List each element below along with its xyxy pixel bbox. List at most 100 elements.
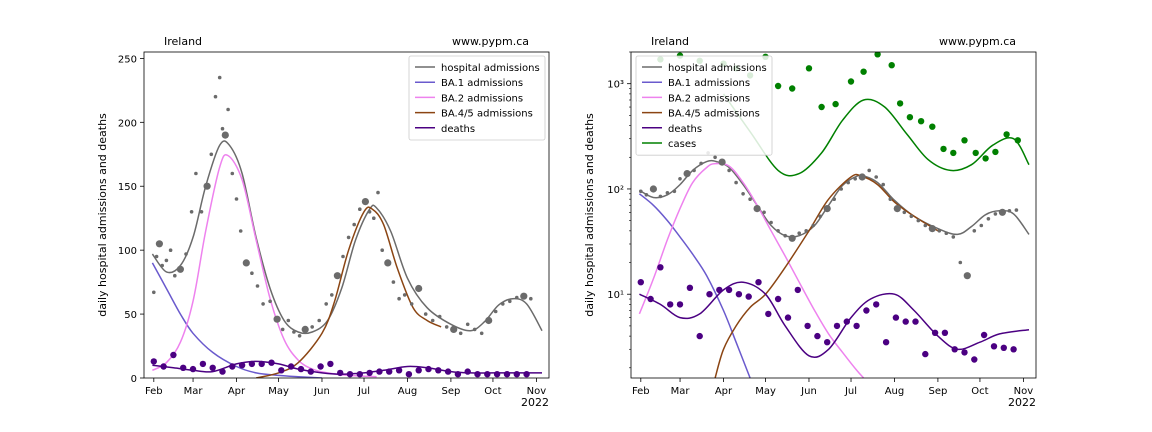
data-point bbox=[430, 318, 435, 323]
data-point bbox=[474, 371, 481, 378]
data-point bbox=[832, 100, 839, 108]
data-point bbox=[811, 223, 815, 228]
data-point bbox=[982, 155, 989, 162]
data-point bbox=[683, 170, 691, 178]
data-point bbox=[843, 318, 850, 325]
data-point bbox=[951, 235, 956, 239]
data-point bbox=[458, 331, 463, 336]
data-point bbox=[922, 350, 929, 358]
data-point bbox=[234, 197, 239, 201]
series-line-ba-2-admissions bbox=[638, 162, 865, 378]
data-point bbox=[330, 293, 334, 297]
chart-title-country: Ireland bbox=[164, 35, 202, 48]
x-tick-label: Oct bbox=[971, 386, 988, 397]
data-point bbox=[644, 193, 649, 197]
data-point bbox=[415, 284, 423, 293]
plot-area bbox=[150, 75, 543, 378]
data-point bbox=[261, 302, 265, 306]
data-point bbox=[686, 284, 694, 291]
data-point bbox=[286, 318, 291, 323]
series-line-ba-1-admissions bbox=[151, 262, 323, 378]
data-point bbox=[961, 137, 968, 144]
data-point bbox=[1010, 346, 1017, 353]
data-point bbox=[804, 322, 811, 330]
data-point bbox=[248, 360, 256, 368]
data-point bbox=[523, 371, 530, 378]
series-line-ba-1-admissions bbox=[638, 193, 751, 378]
data-point bbox=[699, 161, 703, 166]
data-point bbox=[665, 191, 670, 195]
data-point bbox=[485, 316, 493, 325]
data-point bbox=[221, 131, 229, 139]
data-point bbox=[297, 365, 305, 373]
data-point bbox=[278, 367, 285, 374]
data-point bbox=[230, 171, 235, 176]
data-point bbox=[450, 325, 458, 333]
data-point bbox=[892, 314, 900, 321]
legend-entry: BA.2 admissions bbox=[668, 93, 750, 104]
data-point bbox=[1014, 137, 1021, 144]
data-point bbox=[287, 363, 295, 370]
data-point bbox=[164, 258, 169, 263]
data-point bbox=[217, 75, 222, 80]
legend-box bbox=[635, 55, 773, 156]
data-point bbox=[929, 123, 936, 130]
data-point bbox=[415, 367, 422, 374]
y-axis-label: daily hospital admissions and deaths bbox=[96, 113, 109, 317]
x-tick-label: Jul bbox=[357, 386, 370, 397]
data-point bbox=[501, 302, 505, 306]
data-point bbox=[346, 235, 351, 240]
data-point bbox=[993, 212, 998, 216]
axes-frame bbox=[630, 51, 1037, 379]
data-point bbox=[972, 229, 977, 233]
x-tick-label: Aug bbox=[398, 386, 418, 397]
data-point bbox=[853, 177, 857, 181]
data-point bbox=[213, 94, 218, 99]
data-point bbox=[916, 218, 921, 223]
x-tick-label: Sep bbox=[928, 386, 947, 397]
data-point bbox=[753, 205, 761, 213]
data-point bbox=[150, 358, 157, 365]
data-point bbox=[324, 302, 329, 306]
data-point bbox=[356, 371, 363, 378]
data-point bbox=[1014, 208, 1019, 212]
x-tick-label: Jun bbox=[800, 386, 817, 397]
data-point bbox=[361, 198, 369, 206]
legend-box bbox=[408, 55, 546, 141]
data-point bbox=[472, 327, 477, 332]
data-point bbox=[979, 223, 984, 228]
y-tick-label: 0 bbox=[131, 374, 137, 385]
data-point bbox=[941, 329, 949, 336]
x-tick-label: Aug bbox=[885, 386, 905, 397]
data-point bbox=[882, 339, 890, 346]
y-tick-label: 250 bbox=[118, 54, 137, 65]
data-point bbox=[990, 343, 998, 350]
x-axis-year-label: 2022 bbox=[1008, 396, 1036, 409]
data-point bbox=[804, 229, 808, 233]
data-point bbox=[706, 291, 713, 298]
data-point bbox=[713, 155, 717, 160]
data-point bbox=[692, 168, 696, 173]
data-point bbox=[409, 302, 414, 306]
data-point bbox=[833, 322, 841, 330]
data-point bbox=[493, 371, 501, 378]
data-point bbox=[194, 171, 198, 176]
data-point bbox=[454, 371, 462, 378]
y-tick-label: 10² bbox=[607, 185, 624, 196]
data-point bbox=[168, 248, 173, 252]
data-point bbox=[152, 290, 156, 295]
data-point bbox=[765, 310, 772, 318]
series-line-deaths bbox=[639, 281, 1030, 359]
data-point bbox=[301, 325, 309, 333]
data-point bbox=[658, 194, 663, 199]
data-point bbox=[1007, 209, 1012, 213]
data-point bbox=[209, 364, 216, 371]
x-tick-label: Nov bbox=[1014, 386, 1034, 397]
data-point bbox=[716, 286, 723, 294]
data-point bbox=[273, 315, 281, 323]
data-point bbox=[209, 152, 214, 157]
data-point bbox=[980, 331, 988, 339]
data-point bbox=[402, 293, 407, 297]
data-point bbox=[963, 272, 971, 280]
y-tick-label: 100 bbox=[118, 246, 137, 257]
